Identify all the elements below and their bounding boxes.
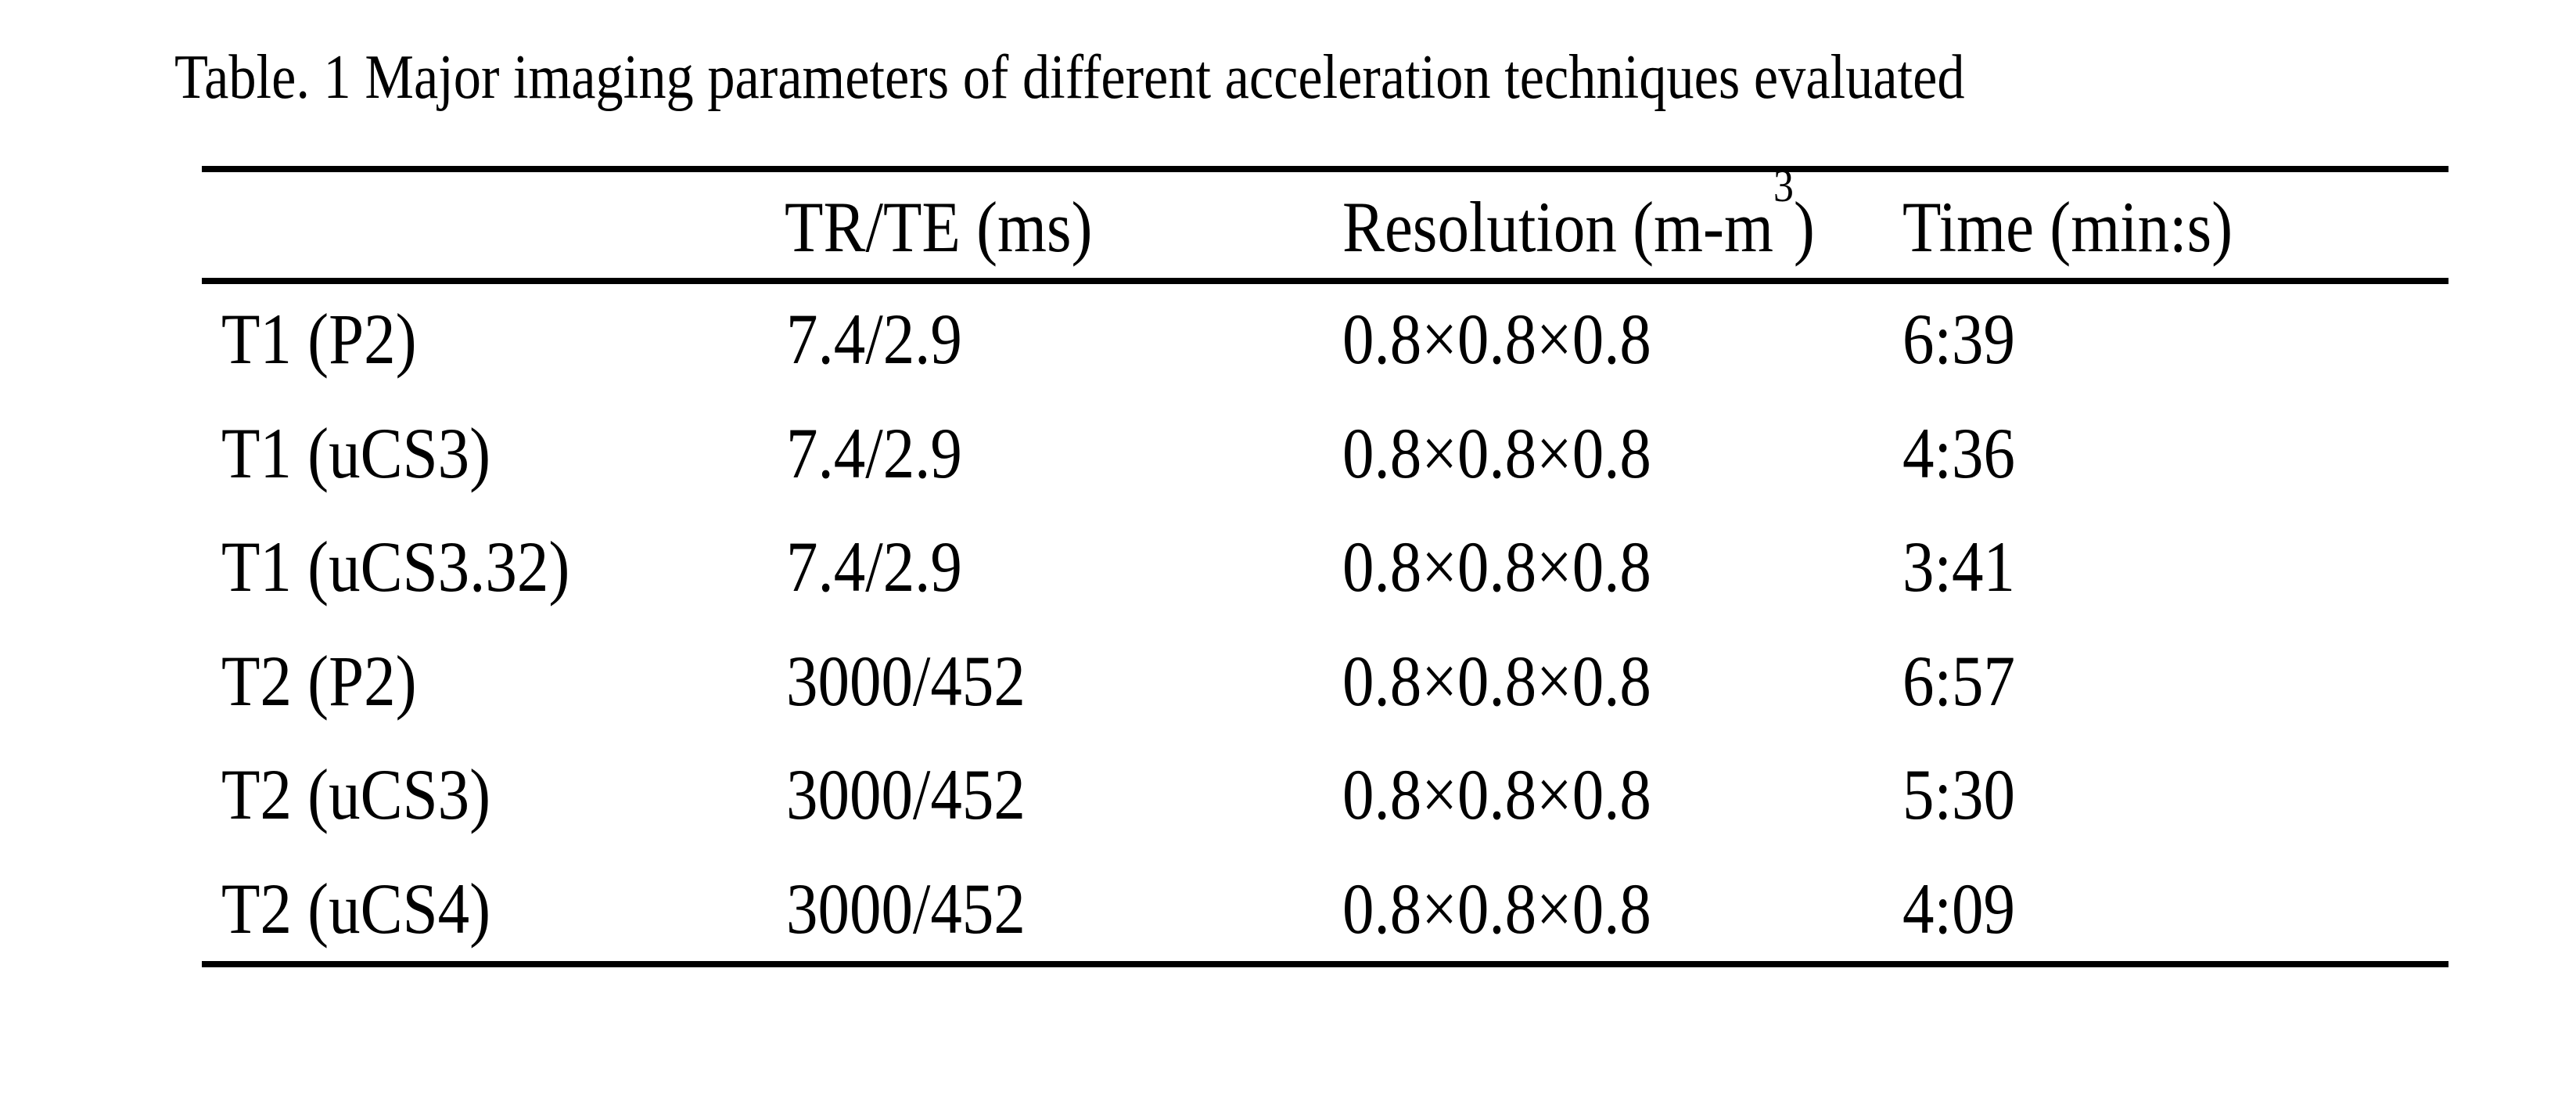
table-bottom-rule <box>202 961 2448 967</box>
trte-cell: 3000/452 <box>786 754 1026 834</box>
trte-cell: 3000/452 <box>786 641 1026 721</box>
sequence-cell: T1 (P2) <box>221 299 417 379</box>
sequence-cell: T1 (uCS3) <box>221 413 491 493</box>
trte-cell: 3000/452 <box>786 869 1026 949</box>
sequence-cell: T2 (uCS3) <box>221 754 491 834</box>
trte-cell: 7.4/2.9 <box>786 299 962 379</box>
resolution-superscript-3: 3 <box>1773 160 1794 211</box>
trte-cell: 7.4/2.9 <box>786 413 962 493</box>
resolution-unit-base: Resolution (m-m <box>1342 187 1773 267</box>
time-cell: 5:30 <box>1902 754 2015 834</box>
time-cell: 6:39 <box>1902 299 2015 379</box>
resolution-unit-close: ) <box>1793 187 1815 267</box>
sequence-cell: T2 (P2) <box>221 641 417 721</box>
sequence-cell: T2 (uCS4) <box>221 869 491 949</box>
column-header-resolution: Resolution (m-m3) <box>1342 163 1879 263</box>
resolution-cell: 0.8×0.8×0.8 <box>1342 869 1651 949</box>
table-caption: Table. 1 Major imaging parameters of dif… <box>174 46 2209 109</box>
trte-cell: 7.4/2.9 <box>786 527 962 607</box>
resolution-cell: 0.8×0.8×0.8 <box>1342 299 1651 379</box>
table-top-rule <box>202 166 2448 172</box>
resolution-cell: 0.8×0.8×0.8 <box>1342 527 1651 607</box>
sequence-cell: T1 (uCS3.32) <box>221 527 570 607</box>
table-header-rule <box>202 278 2448 284</box>
table-caption-text: Table. 1 Major imaging parameters of dif… <box>174 43 1965 112</box>
time-cell: 3:41 <box>1902 527 2015 607</box>
resolution-cell: 0.8×0.8×0.8 <box>1342 754 1651 834</box>
resolution-cell: 0.8×0.8×0.8 <box>1342 413 1651 493</box>
column-header-trte: TR/TE (ms) <box>785 187 1093 267</box>
time-cell: 4:09 <box>1902 869 2015 949</box>
time-cell: 6:57 <box>1902 641 2015 721</box>
time-cell: 4:36 <box>1902 413 2015 493</box>
column-header-time: Time (min:s) <box>1902 187 2233 267</box>
resolution-cell: 0.8×0.8×0.8 <box>1342 641 1651 721</box>
